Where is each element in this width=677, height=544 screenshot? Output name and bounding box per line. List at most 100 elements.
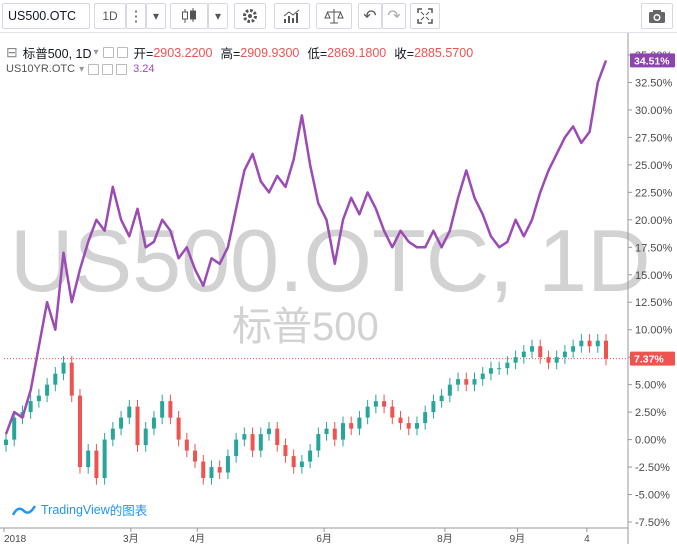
candle	[464, 379, 469, 385]
price-chart[interactable]: 35.00%32.50%30.00%27.50%25.00%22.50%20.0…	[0, 33, 677, 544]
compare-value: 3.24	[133, 63, 155, 75]
close-label: 收=	[394, 47, 415, 61]
undo-button[interactable]: ↶	[358, 3, 382, 29]
candle	[102, 439, 107, 479]
high-value: 2909.9300	[240, 45, 300, 60]
eye-icon[interactable]	[102, 47, 114, 58]
candle	[291, 456, 296, 468]
candle	[439, 395, 444, 402]
main-last-value-badge-bg	[630, 351, 675, 366]
price-axis-label: 2.50%	[635, 407, 666, 419]
candle	[571, 346, 576, 352]
candle	[143, 428, 148, 446]
candle	[414, 423, 419, 429]
gear-icon	[243, 9, 257, 23]
candle	[373, 401, 378, 407]
chevron-down-icon[interactable]: ▾	[93, 47, 99, 58]
candle	[480, 373, 485, 380]
interval-button[interactable]: 1D	[94, 3, 126, 29]
candle	[456, 379, 461, 385]
price-axis-label: 0.00%	[635, 435, 666, 447]
candle	[406, 423, 411, 429]
candle	[357, 417, 362, 429]
time-axis-label: 9月	[510, 533, 526, 544]
settings-icon[interactable]	[116, 47, 128, 58]
interval-dropdown-button[interactable]: ▾	[146, 3, 166, 29]
low-label: 低=	[307, 47, 328, 61]
settings-icon[interactable]	[102, 63, 114, 75]
camera-icon	[649, 10, 665, 23]
compare-button[interactable]	[316, 3, 352, 29]
candle	[530, 346, 535, 352]
candle	[258, 434, 263, 451]
price-axis-label: -7.50%	[635, 517, 670, 529]
candle	[45, 384, 50, 396]
indicators-button[interactable]	[274, 3, 310, 29]
tradingview-branding[interactable]: TradingView 的图表	[12, 500, 147, 519]
time-axis-label: 4	[584, 534, 590, 544]
candle	[488, 368, 493, 374]
candle	[267, 428, 272, 435]
interval-label: 1D	[102, 9, 118, 23]
candle	[472, 379, 477, 385]
candle	[340, 423, 345, 440]
candle	[135, 406, 140, 446]
symbol-label: US500.OTC	[8, 9, 77, 23]
candle	[324, 428, 329, 435]
price-axis-label: 12.50%	[635, 297, 673, 309]
settings-button[interactable]	[234, 3, 266, 29]
redo-button[interactable]: ↷	[382, 3, 406, 29]
candle	[28, 401, 33, 413]
candle	[4, 439, 8, 446]
candle	[217, 467, 222, 473]
candle	[193, 450, 198, 462]
chevron-down-icon[interactable]: ▾	[79, 63, 85, 75]
snapshot-button[interactable]	[641, 3, 673, 29]
candle	[69, 362, 74, 396]
candle	[250, 434, 255, 451]
candle	[283, 445, 288, 457]
price-axis-label: 32.50%	[635, 77, 673, 89]
candle	[201, 461, 206, 479]
candle	[365, 406, 370, 418]
candle	[423, 412, 428, 424]
candle	[234, 439, 239, 457]
close-value: 2885.5700	[414, 45, 474, 60]
candle	[61, 362, 66, 374]
time-axis-label: 4月	[189, 533, 205, 544]
candle	[77, 395, 82, 468]
collapse-icon[interactable]: ⊟	[6, 44, 18, 60]
interval-more-button[interactable]: ⋮	[126, 3, 146, 29]
us10yr-line	[4, 59, 608, 435]
name-watermark: 标普500	[232, 305, 379, 349]
candle	[579, 340, 584, 347]
candle	[538, 346, 543, 358]
fullscreen-button[interactable]	[410, 3, 440, 29]
candle	[513, 357, 518, 363]
candle	[349, 423, 354, 429]
candle	[554, 357, 559, 363]
candle	[110, 428, 115, 440]
close-icon[interactable]	[116, 63, 128, 75]
candle	[151, 417, 156, 429]
chart-style-dropdown-button[interactable]: ▾	[208, 3, 228, 29]
candle	[390, 406, 395, 418]
more-vertical-icon: ⋮	[128, 8, 144, 25]
candle	[505, 362, 510, 369]
price-axis-label: -2.50%	[635, 462, 670, 474]
candle	[168, 401, 173, 418]
chart-area[interactable]: US500.OTC, 1D 标普500 35.00%32.50%30.00%27…	[0, 33, 677, 544]
eye-icon[interactable]	[88, 63, 100, 75]
candle	[119, 417, 124, 429]
time-axis-label: 2018	[4, 534, 27, 544]
candle	[398, 417, 403, 424]
main-series-legend: ⊟ 标普500, 1D ▾ 开= 2903.2200 高= 2909.9300 …	[6, 43, 473, 62]
tradingview-logo-icon	[12, 504, 36, 516]
chart-style-button[interactable]	[170, 3, 208, 29]
candle	[316, 434, 321, 451]
candle	[546, 357, 551, 363]
branding-name: TradingView	[41, 502, 110, 517]
symbol-search-button[interactable]: US500.OTC	[2, 3, 90, 29]
candle	[86, 450, 91, 468]
candle	[209, 467, 214, 479]
